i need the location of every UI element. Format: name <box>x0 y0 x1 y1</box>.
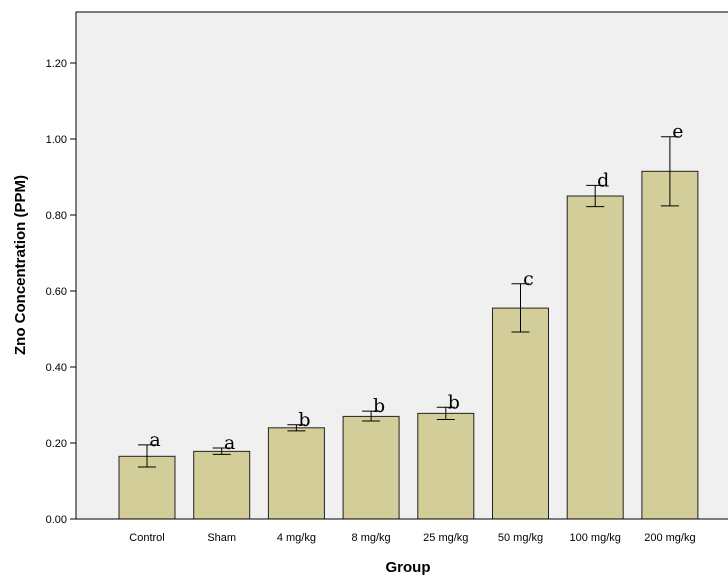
y-tick-label: 0.40 <box>46 362 67 374</box>
x-tick-label: 25 mg/kg <box>423 532 468 544</box>
bars-group <box>118 170 699 520</box>
x-axis: Control Sham 4 mg/kg 8 mg/kg 25 mg/kg 50 mg/k… <box>76 518 728 544</box>
error-bar <box>362 410 381 422</box>
bar <box>417 412 475 520</box>
error-bar <box>586 184 605 208</box>
x-tick-label: Control <box>129 532 164 544</box>
significance-letter: a <box>149 429 160 451</box>
x-tick-label: Sham <box>207 532 236 544</box>
bar <box>267 427 325 520</box>
significance-letter: a <box>224 432 235 454</box>
significance-letters-group: a a b b b c d e <box>149 121 683 454</box>
y-tick-label: 0.20 <box>46 438 67 450</box>
error-bar <box>212 447 231 455</box>
x-tick-label: 200 mg/kg <box>644 532 695 544</box>
significance-letter: c <box>523 268 534 290</box>
y-tick-label: 0.60 <box>46 286 67 298</box>
error-bar <box>660 136 679 207</box>
error-bar <box>138 444 156 468</box>
significance-letter: d <box>597 169 609 191</box>
x-tick-label: 100 mg/kg <box>570 532 621 544</box>
y-axis: 0.00 0.20 0.40 0.60 0.80 1.00 1.20 <box>46 58 76 526</box>
significance-letter: b <box>298 409 310 431</box>
bar <box>492 307 549 520</box>
error-bar <box>511 283 530 333</box>
bar <box>566 195 624 520</box>
bar <box>641 170 699 520</box>
y-tick-label: 0.80 <box>46 210 67 222</box>
x-tick-label: 8 mg/kg <box>352 532 391 544</box>
x-axis-title: Group <box>386 559 431 576</box>
error-bars-group <box>138 136 679 468</box>
error-bar <box>287 424 306 432</box>
x-tick-label: 50 mg/kg <box>498 532 543 544</box>
error-bar <box>436 406 455 420</box>
y-tick-label: 0.00 <box>46 514 67 526</box>
plot-area <box>75 11 728 520</box>
bar <box>342 415 400 520</box>
y-tick-label: 1.00 <box>46 134 67 146</box>
significance-letter: b <box>373 395 385 417</box>
significance-letter: b <box>448 391 460 413</box>
significance-letter: e <box>672 121 683 143</box>
x-tick-label: 4 mg/kg <box>277 532 316 544</box>
y-axis-title: Zno Concentration (PPM) <box>12 175 29 355</box>
bar <box>193 450 251 520</box>
y-tick-label: 1.20 <box>46 58 67 70</box>
